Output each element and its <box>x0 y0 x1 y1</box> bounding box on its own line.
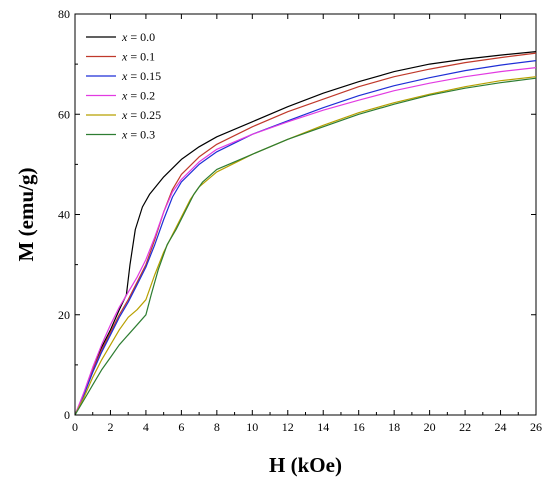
legend-equals: = <box>127 50 140 64</box>
x-tick-label: 16 <box>353 420 365 434</box>
legend-variable: x <box>121 108 128 122</box>
x-tick-label: 18 <box>388 420 400 434</box>
y-tick-label: 0 <box>64 408 70 422</box>
x-tick-label: 12 <box>282 420 294 434</box>
x-tick-label: 4 <box>143 420 149 434</box>
x-axis: 0 2 4 6 8 10 12 14 16 18 20 22 24 26 <box>72 14 542 434</box>
legend-variable: x <box>121 50 128 64</box>
x-tick-label: 6 <box>178 420 184 434</box>
x-tick-label: 24 <box>495 420 507 434</box>
legend-variable: x <box>121 128 128 142</box>
series-layer <box>74 51 537 416</box>
legend-variable: x <box>121 30 128 44</box>
x-tick-label: 22 <box>459 420 471 434</box>
x-tick-label: 10 <box>246 420 258 434</box>
x-tick-label: 14 <box>317 420 329 434</box>
legend-equals: = <box>127 69 140 83</box>
legend-label: x = 0.3 <box>121 128 155 142</box>
y-tick-label: 80 <box>58 7 70 21</box>
legend-value: 0.3 <box>140 128 155 142</box>
series-line-1 <box>74 52 537 416</box>
y-axis-title: M (emu/g) <box>14 168 38 262</box>
series-line-4 <box>74 76 537 416</box>
x-tick-label: 26 <box>530 420 542 434</box>
legend-equals: = <box>127 108 140 122</box>
series-line-0 <box>74 51 537 416</box>
legend-value: 0.0 <box>140 30 155 44</box>
x-tick-label: 2 <box>107 420 113 434</box>
y-axis: 0 20 40 60 80 <box>58 7 536 422</box>
legend-equals: = <box>127 89 140 103</box>
x-tick-label: 8 <box>214 420 220 434</box>
legend-variable: x <box>121 89 128 103</box>
legend-value: 0.15 <box>140 69 161 83</box>
legend-label: x = 0.15 <box>121 69 161 83</box>
x-axis-title: H (kOe) <box>269 453 342 477</box>
legend-value: 0.25 <box>140 108 161 122</box>
series-line-3 <box>74 67 537 416</box>
legend-label: x = 0.1 <box>121 50 155 64</box>
series-line-5 <box>74 77 537 416</box>
y-tick-label: 20 <box>58 308 70 322</box>
legend-label: x = 0.0 <box>121 30 155 44</box>
series-line-2 <box>74 60 537 416</box>
y-tick-label: 60 <box>58 107 70 121</box>
legend-equals: = <box>127 30 140 44</box>
legend-label: x = 0.2 <box>121 89 155 103</box>
x-tick-label: 0 <box>72 420 78 434</box>
y-tick-label: 40 <box>58 208 70 222</box>
legend-equals: = <box>127 128 140 142</box>
legend-label: x = 0.25 <box>121 108 161 122</box>
legend-value: 0.2 <box>140 89 155 103</box>
x-tick-label: 20 <box>424 420 436 434</box>
legend-variable: x <box>121 69 128 83</box>
legend: x = 0.0x = 0.1x = 0.15x = 0.2x = 0.25x =… <box>86 30 161 142</box>
legend-value: 0.1 <box>140 50 155 64</box>
